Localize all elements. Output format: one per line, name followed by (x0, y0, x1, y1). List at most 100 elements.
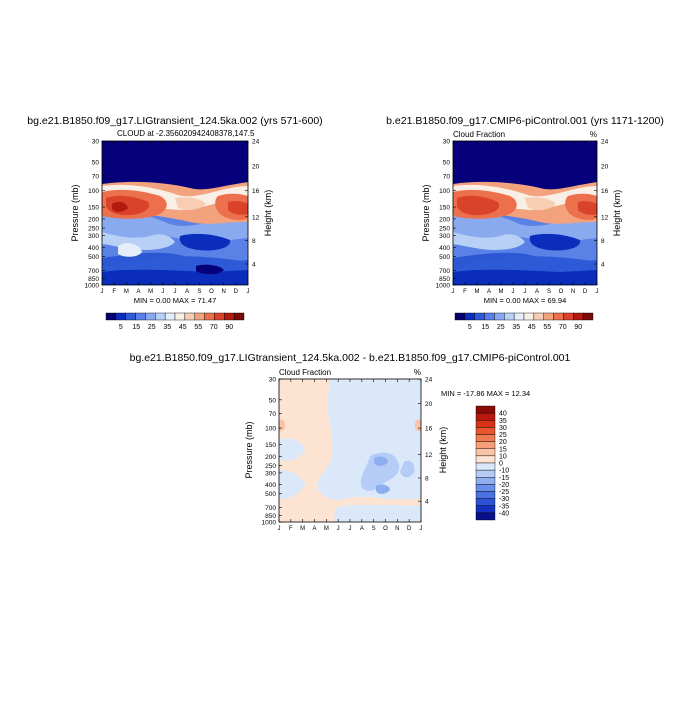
x-tick-label: A (136, 289, 140, 295)
x-tick-label: J (512, 289, 515, 295)
colorbar-swatch (475, 420, 496, 428)
x-tick-label: J (278, 526, 281, 532)
x-tick-label: M (124, 289, 129, 295)
x-tick-label: O (559, 289, 564, 295)
panel-2-ylabel: Pressure (mb) (421, 184, 431, 241)
y-tick-label: 850 (265, 513, 276, 520)
y-tick-label: 100 (265, 426, 276, 433)
colorbar-label: -35 (499, 503, 509, 510)
x-tick-label: J (247, 289, 250, 295)
colorbar-label: 5 (119, 324, 123, 331)
x-tick-label: M (148, 289, 153, 295)
colorbar-label: -20 (499, 482, 509, 489)
colorbar-swatch (475, 469, 496, 478)
colorbar-swatch (475, 462, 496, 471)
y-tick-label: 300 (88, 233, 99, 240)
y-tick-label: 500 (439, 254, 450, 261)
y-tick-label: 1000 (262, 520, 277, 527)
x-tick-label: A (360, 526, 364, 532)
panel-2-stats: MIN = 0.00 MAX = 69.94 (484, 296, 567, 305)
panel-2-right-label: % (590, 130, 597, 139)
panel-1-stats: MIN = 0.00 MAX = 71.47 (134, 296, 217, 305)
colorbar-label: -25 (499, 489, 509, 496)
y-tick-label: 250 (88, 226, 99, 233)
colorbar-swatch (464, 312, 475, 321)
colorbar-swatch (135, 312, 146, 321)
colorbar-swatch (115, 312, 126, 321)
colorbar-label: 25 (497, 324, 505, 331)
colorbar-swatch (475, 434, 496, 442)
x-tick-label: M (499, 289, 504, 295)
y-tick-label: 700 (439, 268, 450, 275)
colorbar-label: 35 (512, 324, 520, 331)
y-tick-label: 50 (443, 159, 451, 166)
panel-1: bg.e21.B1850.f09_g17.LIGtransient_124.5k… (27, 115, 322, 331)
colorbar-swatch (504, 312, 515, 321)
colorbar-swatch (475, 412, 496, 421)
y-right-tick-label: 16 (252, 188, 260, 195)
colorbar-swatch (475, 441, 496, 449)
x-tick-label: J (337, 526, 340, 532)
x-tick-label: J (101, 289, 104, 295)
y-tick-label: 700 (265, 505, 276, 512)
panel-3-right-label: % (414, 368, 421, 377)
panel-2-field (453, 141, 597, 285)
colorbar-swatch (523, 312, 535, 321)
x-tick-label: J (596, 289, 599, 295)
panel-2-ylabel-right: Height (km) (612, 190, 622, 237)
colorbar-swatch (474, 312, 485, 321)
panel-1-title: bg.e21.B1850.f09_g17.LIGtransient_124.5k… (27, 115, 322, 127)
colorbar-swatch (475, 491, 496, 499)
y-right-tick-label: 8 (252, 238, 256, 245)
colorbar-swatch (553, 312, 564, 321)
colorbar: 5 15 25 35 45 55 70 90 (105, 312, 245, 331)
colorbar-label: -40 (499, 510, 509, 517)
colorbar-label: -30 (499, 496, 509, 503)
colorbar-label: 55 (543, 324, 551, 331)
y-tick-label: 1000 (436, 283, 451, 290)
colorbar-swatch (475, 505, 496, 514)
colorbar-swatch (475, 498, 496, 506)
y-tick-label: 400 (265, 482, 276, 489)
panel-3-stats: MIN = -17.86 MAX = 12.34 (441, 389, 530, 398)
x-tick-label: J (349, 526, 352, 532)
panel-3-left-label: Cloud Fraction (279, 368, 331, 377)
x-tick-label: M (475, 289, 480, 295)
colorbar-swatch (484, 312, 495, 321)
x-tick-label: A (185, 289, 189, 295)
y-right-tick-label: 4 (252, 262, 256, 269)
colorbar-swatch (533, 312, 544, 321)
colorbar-swatch (145, 312, 156, 321)
colorbar-swatch (174, 312, 186, 321)
y-tick-label: 200 (439, 216, 450, 223)
colorbar-label: 90 (574, 324, 582, 331)
y-right-tick-label: 4 (425, 499, 429, 506)
x-tick-label: J (452, 289, 455, 295)
colorbar-label: 70 (210, 324, 218, 331)
colorbar-label: 5 (468, 324, 472, 331)
y-tick-label: 70 (92, 173, 100, 180)
y-right-tick-label: 16 (425, 426, 433, 433)
panel-3-title: bg.e21.B1850.f09_g17.LIGtransient_124.5k… (130, 352, 571, 364)
x-tick-label: S (372, 526, 376, 532)
x-tick-label: S (197, 289, 201, 295)
colorbar-label: -15 (499, 475, 509, 482)
colorbar-swatch (105, 312, 117, 321)
y-right-tick-label: 20 (601, 163, 609, 170)
y-right-tick-label: 12 (425, 452, 433, 459)
colorbar-swatch (573, 312, 584, 321)
panel-1-ylabel: Pressure (mb) (70, 184, 80, 241)
colorbar-label: 25 (148, 324, 156, 331)
y-tick-label: 300 (439, 233, 450, 240)
y-tick-label: 850 (88, 276, 99, 283)
panel-1-ylabel-right: Height (km) (263, 190, 273, 237)
x-tick-label: A (312, 526, 316, 532)
y-tick-label: 30 (92, 139, 100, 146)
y-tick-label: 100 (439, 188, 450, 195)
x-tick-label: O (209, 289, 214, 295)
x-tick-label: N (571, 289, 575, 295)
y-tick-label: 500 (88, 254, 99, 261)
panel-2-title: b.e21.B1850.f09_g17.CMIP6-piControl.001 … (386, 115, 664, 127)
